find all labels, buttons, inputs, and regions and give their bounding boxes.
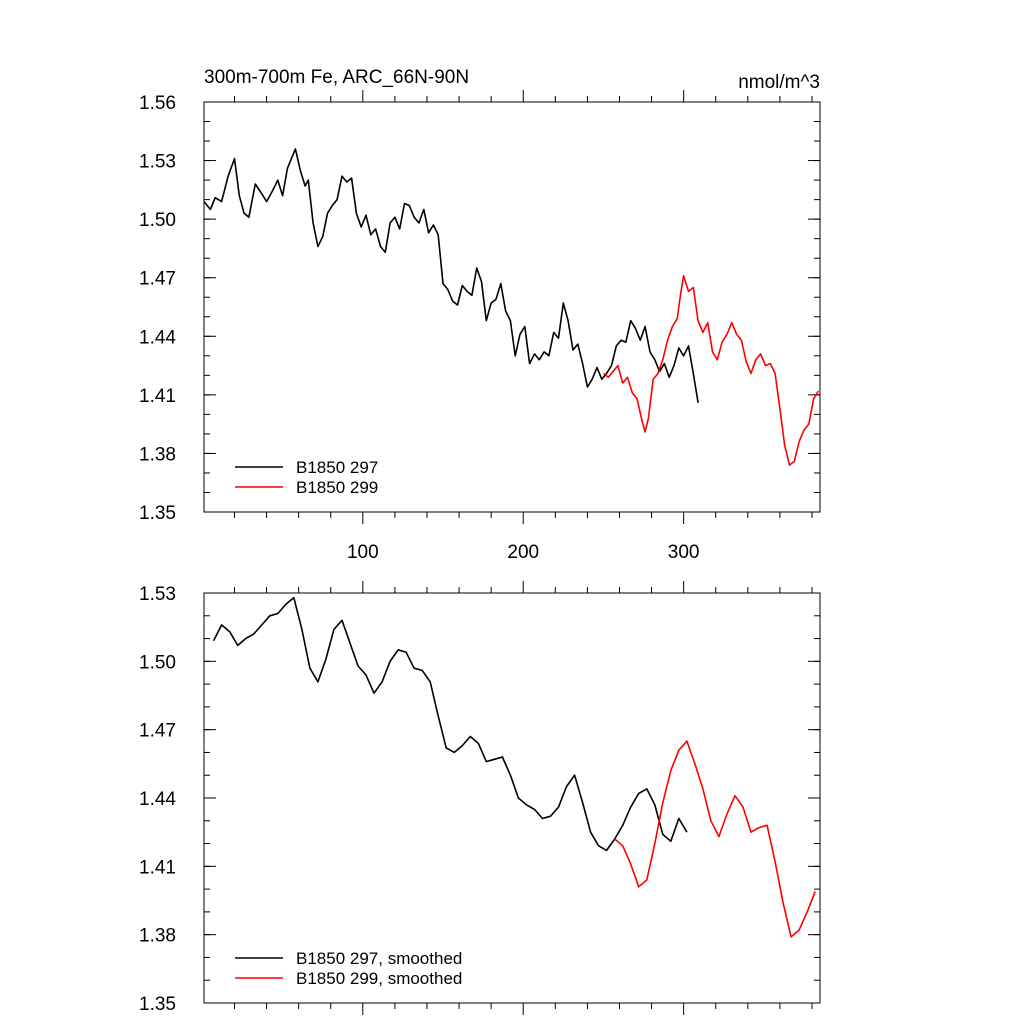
x-tick-label: 100 [347, 542, 379, 563]
top-panel-lines [203, 148, 820, 466]
legend-label: B1850 297 [296, 458, 378, 477]
y-tick-label: 1.35 [139, 994, 176, 1015]
chart-title: 300m-700m Fe, ARC_66N-90N [204, 67, 469, 88]
bottom-panel-ticks: 1.35 1.38 1.41 1.44 1.47 1.50 1.53 [139, 581, 820, 1015]
y-tick-label: 1.50 [139, 652, 176, 673]
y-tick-label: 1.56 [139, 93, 176, 114]
y-tick-label: 1.53 [139, 152, 176, 173]
series-line-0 [212, 596, 688, 852]
legend-label: B1850 299, smoothed [296, 969, 462, 988]
y-tick-label: 1.41 [139, 857, 176, 878]
y-tick-label: 1.44 [139, 327, 176, 348]
bottom-panel: 1.35 1.38 1.41 1.44 1.47 1.50 1.53 B1850 297, … [139, 581, 821, 1015]
y-tick-label: 1.38 [139, 444, 176, 465]
y-tick-label: 1.41 [139, 386, 176, 407]
x-tick-label: 300 [668, 542, 700, 563]
y-tick-label: 1.44 [139, 789, 176, 810]
bottom-panel-lines [212, 596, 816, 938]
series-line-1 [614, 740, 816, 938]
y-tick-label: 1.53 [139, 584, 176, 605]
top-panel-ticks: 1.35 1.38 1.41 1.44 1.47 1.50 1.53 1.56 100 200 30… [139, 90, 820, 563]
y-tick-label: 1.47 [139, 269, 176, 290]
series-line-0 [203, 148, 699, 403]
bottom-panel-frame [203, 592, 821, 1004]
legend-label: B1850 297, smoothed [296, 949, 462, 968]
x-tick-label: 200 [507, 542, 539, 563]
y-tick-label: 1.50 [139, 210, 176, 231]
top-panel-frame [203, 101, 821, 513]
units-label: nmol/m^3 [738, 72, 820, 93]
series-line-1 [602, 274, 820, 466]
legend-label: B1850 299 [296, 478, 378, 497]
y-tick-label: 1.38 [139, 926, 176, 947]
y-tick-label: 1.35 [139, 503, 176, 524]
top-panel: 1.35 1.38 1.41 1.44 1.47 1.50 1.53 1.56 100 200 30… [139, 67, 821, 563]
y-tick-label: 1.47 [139, 721, 176, 742]
